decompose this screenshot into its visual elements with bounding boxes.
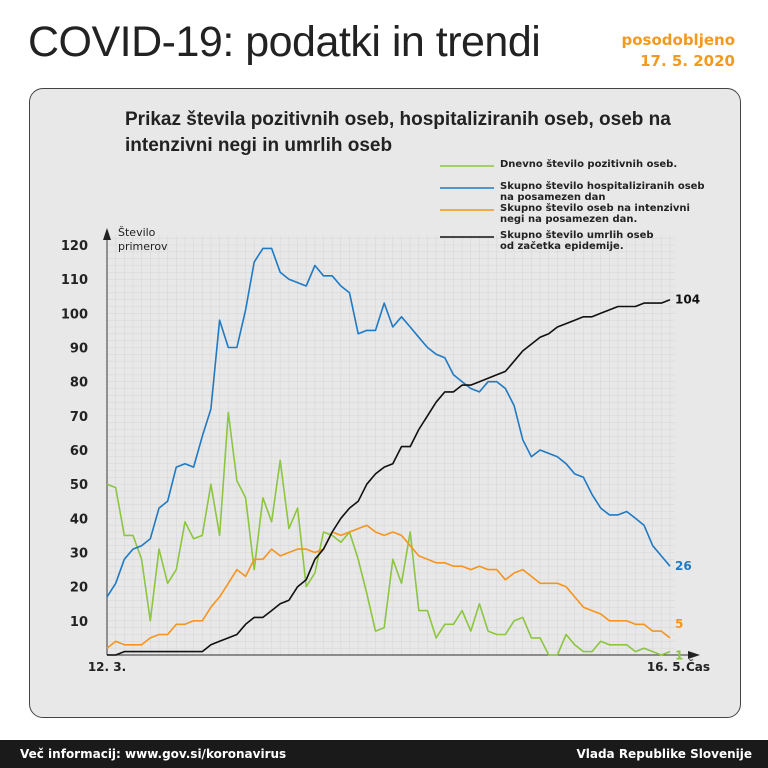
- legend-entry: Skupno število oseb na intenzivni negi na…: [500, 202, 690, 225]
- chart-title: Prikaz števila pozitivnih oseb, hospital…: [125, 109, 671, 156]
- y-tick-label: 60: [70, 444, 88, 459]
- series-line-2: [106, 524, 671, 649]
- series-line-1: [106, 247, 671, 598]
- y-tick-label: 10: [70, 615, 88, 630]
- y-tick-label: 90: [70, 342, 88, 357]
- x-axis-label: Čas: [686, 659, 710, 674]
- footer-org: Vlada Republike Slovenije: [576, 747, 752, 761]
- footer: Več informacij: www.gov.si/koronavirus V…: [0, 740, 768, 768]
- updated-label: posodobljeno: [621, 31, 736, 49]
- series-end-label: 26: [675, 559, 692, 573]
- series-end-label: 1: [675, 649, 683, 663]
- legend-entry: Dnevno število pozitivnih oseb.: [500, 158, 677, 170]
- y-axis-arrow: [103, 228, 111, 240]
- footer-link[interactable]: Več informacij: www.gov.si/koronavirus: [20, 747, 287, 761]
- y-axis-label: primerov: [118, 240, 168, 253]
- legend-entry: Skupno število umrlih oseb od začetka epi…: [500, 229, 654, 252]
- chart-card: [29, 88, 741, 718]
- y-tick-label: 50: [70, 478, 88, 493]
- series-end-label: 5: [675, 617, 683, 631]
- y-tick-label: 80: [70, 376, 88, 391]
- y-tick-label: 70: [70, 410, 88, 425]
- x-axis-arrow: [688, 651, 700, 659]
- legend-entry: Skupno število hospitaliziranih oseb na p…: [500, 180, 705, 203]
- updated-date: 17. 5. 2020: [640, 52, 735, 70]
- y-tick-label: 40: [70, 512, 88, 527]
- y-axis-label: Število: [118, 226, 156, 239]
- x-tick-label: 12. 3.: [88, 660, 126, 674]
- y-tick-label: 100: [61, 307, 88, 322]
- updated-info: posodobljeno 17. 5. 2020: [622, 30, 736, 72]
- page-title: COVID-19: podatki in trendi: [28, 18, 541, 66]
- series-end-label: 104: [675, 293, 700, 307]
- series-line-3: [107, 298, 671, 656]
- y-tick-label: 20: [70, 581, 88, 596]
- y-tick-label: 110: [61, 273, 88, 288]
- y-tick-label: 30: [70, 547, 88, 562]
- y-tick-label: 120: [61, 239, 88, 254]
- x-tick-label: 16. 5.: [647, 660, 685, 674]
- series-line-0: [106, 411, 671, 656]
